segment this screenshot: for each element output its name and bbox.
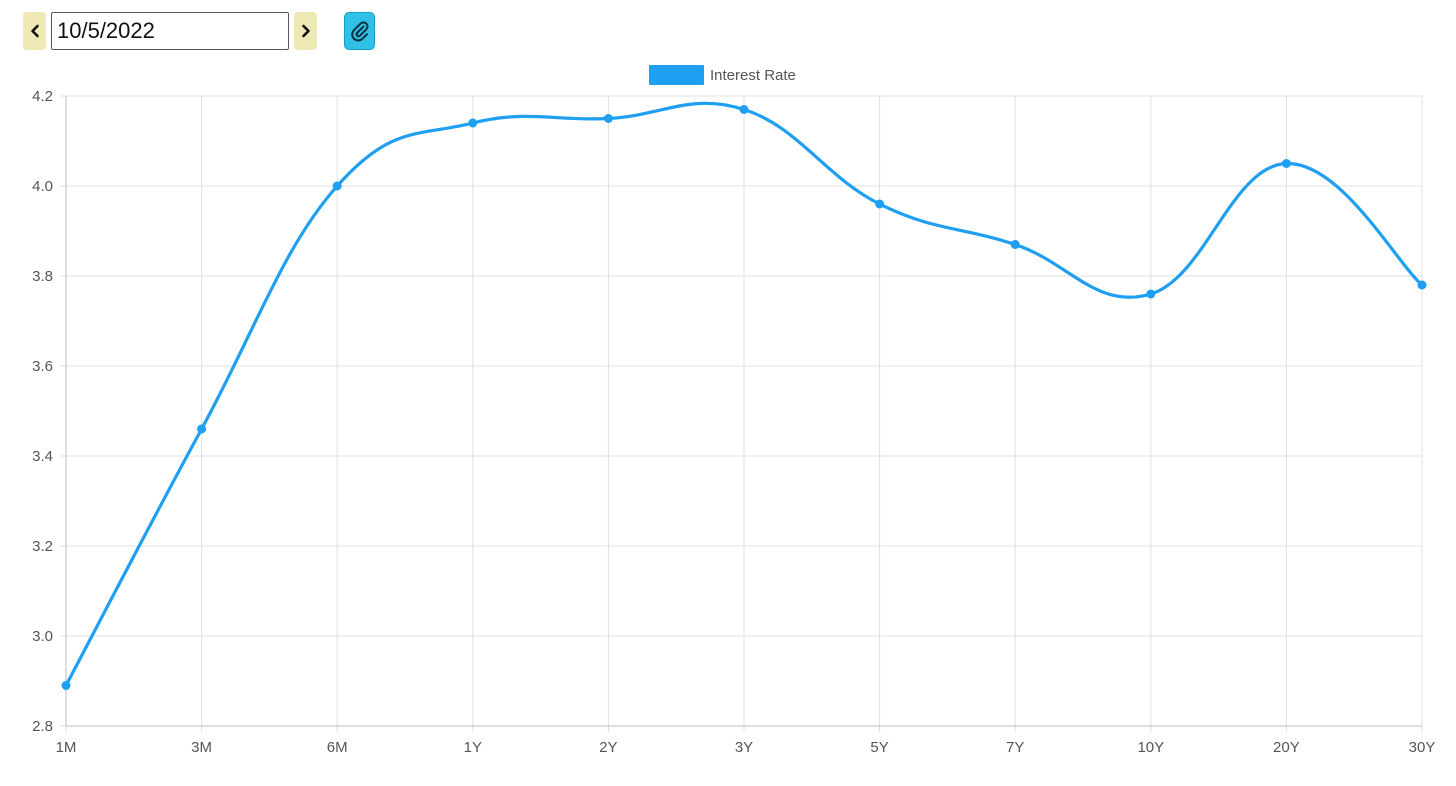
next-date-button[interactable] — [294, 12, 317, 50]
x-tick-label: 3Y — [735, 739, 753, 756]
y-tick-label: 3.8 — [32, 268, 53, 285]
data-point — [1146, 289, 1156, 299]
y-tick-label: 4.2 — [32, 88, 53, 105]
date-input[interactable] — [51, 12, 289, 50]
x-tick-label: 10Y — [1137, 739, 1164, 756]
data-point — [1010, 240, 1020, 249]
data-point — [1281, 159, 1291, 168]
data-point — [61, 681, 71, 690]
legend-label: Interest Rate — [710, 67, 796, 84]
previous-date-button[interactable] — [23, 12, 46, 50]
data-point — [1417, 280, 1427, 290]
y-tick-label: 3.2 — [32, 538, 53, 555]
y-tick-label: 4.0 — [32, 178, 53, 195]
data-point — [739, 105, 749, 114]
x-tick-label: 20Y — [1273, 739, 1300, 756]
chevron-left-icon — [30, 24, 39, 38]
x-tick-label: 3M — [191, 739, 212, 756]
y-tick-label: 3.0 — [32, 628, 53, 645]
data-point — [603, 114, 613, 123]
x-tick-label: 5Y — [870, 739, 888, 756]
x-tick-label: 6M — [327, 739, 348, 756]
y-tick-label: 3.6 — [32, 358, 53, 375]
x-tick-label: 2Y — [599, 739, 617, 756]
data-point — [875, 199, 885, 209]
paperclip-icon — [350, 21, 368, 42]
y-tick-label: 2.8 — [32, 718, 53, 735]
chevron-right-icon — [301, 24, 310, 38]
x-tick-label: 30Y — [1409, 739, 1436, 756]
data-point — [468, 118, 478, 128]
data-point — [332, 181, 342, 191]
x-tick-label: 7Y — [1006, 739, 1024, 756]
attach-button[interactable] — [344, 12, 375, 50]
y-tick-label: 3.4 — [32, 448, 53, 465]
legend-swatch — [649, 65, 704, 85]
x-tick-label: 1Y — [464, 739, 482, 756]
data-point — [197, 424, 207, 434]
x-tick-label: 1M — [56, 739, 77, 756]
